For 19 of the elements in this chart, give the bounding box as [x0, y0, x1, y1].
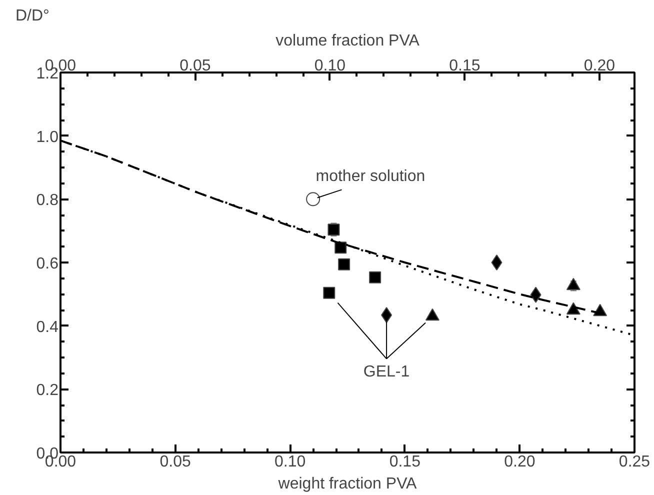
x-tick-label: 0.25: [618, 454, 650, 470]
x-tick-label: 0.15: [389, 454, 421, 470]
y-tick-label: 1.0: [36, 128, 59, 146]
y-tick-label: 0.2: [36, 382, 59, 400]
annotation: GEL-1: [363, 364, 410, 381]
x-axis-title: weight fraction PVA: [277, 476, 418, 492]
annotation: mother solution: [316, 168, 426, 185]
x-tick-label: 0.20: [504, 454, 536, 470]
x-tick-label: 0.10: [274, 454, 306, 470]
y-axis-title: D/D°: [16, 8, 50, 24]
x2-tick-label: 0.10: [314, 58, 346, 74]
x2-axis-title: volume fraction PVA: [276, 32, 420, 50]
y-tick-label: 0.4: [36, 318, 59, 336]
x2-tick-label: 0.20: [584, 58, 616, 74]
x2-tick-label: 0.05: [180, 58, 211, 74]
y-tick-label: 0.6: [36, 256, 59, 272]
x-tick-label: 0.05: [160, 454, 191, 470]
x2-tick-label: 0.15: [449, 58, 480, 74]
y-tick-label: 0.8: [36, 192, 59, 210]
